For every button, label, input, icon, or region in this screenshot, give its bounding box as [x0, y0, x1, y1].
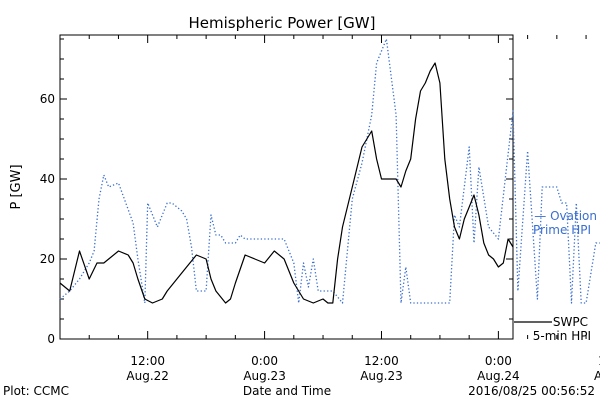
chart-title: Hemispheric Power [GW]: [189, 14, 376, 32]
series-ovation-line: [59, 38, 600, 304]
plot-credit: Plot: CCMC: [3, 384, 69, 398]
y-tick-label: 40: [40, 172, 55, 186]
x-tick-label-time: 12:00: [130, 354, 165, 368]
x-tick-label-date: Aug.22: [126, 369, 169, 383]
x-tick-label-time: 12:00: [364, 354, 399, 368]
x-axis-ticks: 12:00Aug.220:00Aug.2312:00Aug.230:00Aug.…: [59, 35, 600, 383]
legend-swpc-line2: 5-min HPI: [533, 329, 591, 343]
x-tick-label-date: Aug.24: [477, 369, 520, 383]
legend: — Ovation Prime HPI SWPC 5-min HPI: [514, 209, 597, 343]
series-layer: [59, 38, 600, 304]
plot-timestamp: 2016/08/25 00:56:52: [468, 384, 595, 398]
legend-ovation-line1: — Ovation: [534, 209, 597, 223]
y-tick-label: 20: [40, 252, 55, 266]
x-tick-label-date: Aug.23: [243, 369, 286, 383]
y-axis-label: P [GW]: [9, 164, 24, 209]
x-tick-label-time: 0:00: [251, 354, 278, 368]
x-tick-label-time: 0:00: [485, 354, 512, 368]
legend-ovation-line2: Prime HPI: [533, 223, 591, 237]
legend-swpc-line1: SWPC: [553, 315, 588, 329]
y-tick-label: 60: [40, 92, 55, 106]
plot-frame: [59, 34, 514, 340]
x-tick-label-date: Aug.24: [594, 369, 600, 383]
y-tick-label: 0: [47, 332, 55, 346]
y-axis-ticks: 0 20 40 60: [40, 38, 513, 346]
x-axis-label: Date and Time: [243, 384, 331, 398]
x-tick-label-date: Aug.23: [360, 369, 403, 383]
x-tick-label-time: 12:00: [598, 354, 600, 368]
series-swpc-line: [59, 62, 514, 304]
